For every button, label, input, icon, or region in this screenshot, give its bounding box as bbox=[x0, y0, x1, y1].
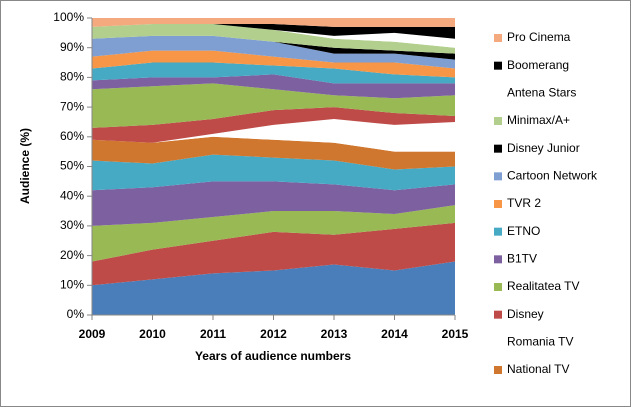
x-tick-label: 2009 bbox=[79, 327, 106, 341]
y-tick-label: 10% bbox=[60, 277, 84, 291]
area bbox=[92, 23, 455, 48]
y-tick-label: 50% bbox=[60, 159, 84, 173]
area bbox=[92, 118, 455, 152]
legend-swatch bbox=[494, 34, 502, 42]
legend-swatch bbox=[494, 61, 502, 70]
legend-label: TVR 2 bbox=[507, 196, 541, 210]
legend-label: Romania TV bbox=[507, 335, 573, 349]
x-axis-label: Years of audience numbers bbox=[195, 349, 351, 363]
legend-swatch bbox=[494, 200, 502, 208]
legend-swatch bbox=[494, 338, 502, 347]
legend-label: Minimax/A+ bbox=[507, 113, 570, 127]
legend-label: National TV bbox=[507, 362, 569, 376]
legend-swatch bbox=[494, 172, 502, 181]
legend-swatch bbox=[494, 144, 502, 153]
legend-label: Boomerang bbox=[507, 58, 569, 72]
y-tick-label: 40% bbox=[60, 188, 84, 202]
y-tick-label: 0% bbox=[67, 307, 85, 321]
y-tick-label: 60% bbox=[60, 129, 84, 143]
legend-swatch bbox=[494, 117, 502, 125]
x-tick-label: 2015 bbox=[442, 327, 469, 341]
legend-swatch bbox=[494, 227, 502, 236]
area bbox=[92, 62, 455, 84]
area bbox=[92, 35, 455, 69]
y-tick-label: 80% bbox=[60, 70, 84, 84]
legend-swatch bbox=[494, 310, 502, 319]
legend-swatch bbox=[494, 89, 502, 98]
area bbox=[92, 23, 455, 39]
area bbox=[92, 181, 455, 226]
area bbox=[92, 18, 455, 27]
x-tick-label: 2011 bbox=[200, 327, 226, 341]
area bbox=[92, 74, 455, 99]
area bbox=[92, 50, 455, 78]
legend-label: Realitatea TV bbox=[507, 279, 580, 293]
legend-label: Antena Stars bbox=[507, 86, 576, 100]
y-axis-label: Audience (%) bbox=[18, 128, 32, 204]
x-tick-label: 2014 bbox=[381, 327, 408, 341]
area bbox=[92, 107, 455, 143]
y-tick-label: 20% bbox=[60, 248, 84, 262]
x-tick-label: 2013 bbox=[321, 327, 348, 341]
legend-swatch bbox=[494, 283, 502, 291]
legend-label: Cartoon Network bbox=[507, 169, 598, 183]
legend-label: Disney bbox=[507, 307, 544, 321]
legend-label: ETNO bbox=[507, 224, 540, 238]
area bbox=[92, 205, 455, 262]
area bbox=[92, 261, 455, 315]
area bbox=[92, 222, 455, 286]
legend-label: Pro Cinema bbox=[507, 30, 571, 44]
legend-swatch bbox=[494, 255, 502, 264]
area bbox=[92, 23, 455, 54]
x-tick-label: 2012 bbox=[260, 327, 287, 341]
area bbox=[92, 83, 455, 128]
legend-label: Disney Junior bbox=[507, 141, 580, 155]
y-tick-label: 90% bbox=[60, 40, 84, 54]
y-tick-label: 100% bbox=[53, 10, 84, 24]
legend-label: B1TV bbox=[507, 252, 537, 266]
y-tick-label: 30% bbox=[60, 218, 84, 232]
y-tick-label: 70% bbox=[60, 99, 84, 113]
area bbox=[92, 136, 455, 170]
legend-swatch bbox=[494, 366, 502, 374]
x-tick-label: 2010 bbox=[139, 327, 166, 341]
area bbox=[92, 154, 455, 191]
area bbox=[92, 35, 455, 60]
